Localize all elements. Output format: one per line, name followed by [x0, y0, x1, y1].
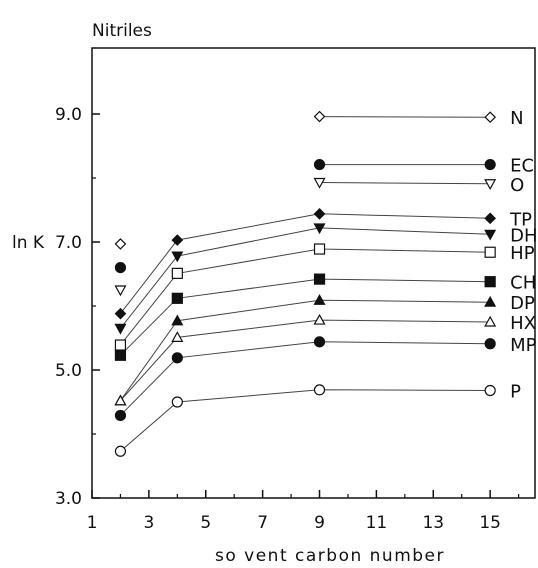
data-point-n — [114, 238, 127, 250]
series-line-n — [319, 116, 491, 118]
data-point-p — [171, 396, 183, 408]
data-point-n — [484, 111, 497, 124]
data-point-mp — [484, 338, 496, 350]
series-markers — [114, 110, 497, 457]
data-point-o — [313, 177, 326, 189]
data-point-hx — [484, 315, 497, 327]
x-tick-label: 17 — [536, 513, 538, 533]
data-point-hp — [114, 339, 127, 351]
series-line-p — [120, 389, 491, 452]
series-line-hx — [120, 319, 491, 402]
series-lines — [119, 116, 491, 452]
series-label-hp: HP — [510, 243, 535, 264]
data-point-ch — [484, 276, 496, 288]
x-tick-label: 5 — [200, 513, 211, 533]
data-point-dp — [484, 295, 497, 307]
series-label-dh: DH — [510, 225, 537, 246]
data-point-o — [484, 179, 497, 190]
data-point-dh — [114, 323, 127, 335]
data-point-ec — [114, 262, 127, 274]
data-point-n — [313, 110, 326, 123]
data-point-ch — [171, 292, 183, 304]
x-tick-label: 3 — [143, 513, 154, 533]
data-point-hx — [114, 394, 127, 406]
data-point-p — [114, 445, 127, 457]
series-label-n: N — [510, 108, 523, 129]
series-label-tp: TP — [509, 209, 532, 230]
series-label-o: O — [510, 175, 524, 196]
y-tick-label: 9.0 — [55, 105, 82, 125]
series-line-ch — [120, 278, 491, 356]
series-label-ch: CH — [510, 273, 536, 294]
series-label-p: P — [510, 381, 521, 402]
y-tick-label: 5.0 — [55, 361, 82, 381]
data-point-hp — [484, 246, 496, 258]
data-point-ec — [484, 158, 496, 171]
data-point-tp — [171, 234, 184, 246]
data-point-ch — [313, 273, 326, 285]
data-point-hx — [171, 331, 184, 342]
data-point-p — [484, 384, 496, 397]
data-point-dp — [313, 294, 326, 305]
x-tick-label: 13 — [422, 513, 444, 533]
series-line-tp — [120, 213, 491, 315]
data-point-mp — [313, 336, 326, 348]
data-point-o — [114, 285, 127, 297]
data-point-hx — [313, 313, 326, 325]
series-line-hp — [120, 248, 491, 346]
series-label-dp: DP — [510, 293, 535, 314]
data-point-tp — [114, 307, 127, 320]
x-tick-label: 11 — [366, 513, 388, 533]
x-tick-label: 15 — [479, 513, 501, 533]
data-point-tp — [484, 212, 497, 225]
data-point-dh — [313, 223, 326, 235]
data-point-dh — [484, 229, 497, 241]
data-point-ch — [114, 349, 127, 361]
y-tick-label: 7.0 — [55, 233, 82, 253]
data-point-hp — [313, 243, 326, 255]
x-tick-label: 9 — [314, 513, 325, 533]
data-point-dh — [171, 251, 184, 263]
axes: 13579111315173.05.07.09.0 — [55, 105, 538, 533]
data-point-mp — [114, 409, 127, 422]
x-tick-label: 1 — [87, 513, 98, 533]
data-point-p — [313, 384, 326, 396]
data-point-tp — [313, 207, 326, 220]
y-tick-label: 3.0 — [55, 489, 82, 509]
series-line-dh — [120, 227, 491, 329]
plot-frame — [91, 47, 536, 499]
x-axis-label: so vent carbon number — [215, 546, 445, 566]
series-label-ec: EC — [510, 156, 534, 177]
series-line-mp — [120, 341, 491, 416]
x-tick-label: 7 — [257, 513, 268, 533]
series-line-o — [319, 182, 491, 185]
data-point-hp — [171, 267, 183, 279]
series-line-dp — [119, 299, 491, 401]
data-point-dp — [171, 314, 184, 326]
y-axis-label: ln K — [12, 233, 45, 253]
chart-title: Nitriles — [92, 21, 152, 41]
data-point-ec — [313, 158, 326, 171]
series-label-mp: MP — [510, 335, 537, 356]
series-label-hx: HX — [510, 313, 536, 334]
data-point-mp — [171, 352, 183, 364]
